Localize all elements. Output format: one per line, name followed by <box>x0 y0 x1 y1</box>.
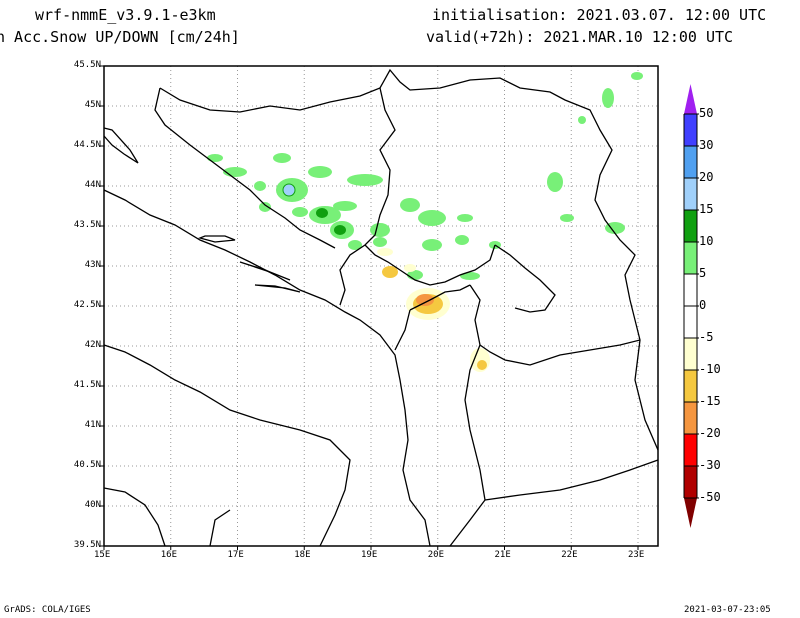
colorbar-segment <box>684 178 697 210</box>
colorbar-segment <box>684 242 697 274</box>
lon-label: 15E <box>94 550 111 560</box>
footer-credit: GrADS: COLA/IGES <box>4 605 91 615</box>
colorbar-label: 50 <box>699 106 714 120</box>
lat-label: 39.5N <box>73 540 101 550</box>
gridlines <box>104 66 658 546</box>
lat-label: 43.5N <box>73 220 101 230</box>
init-time: initialisation: 2021.03.07. 12:00 UTC <box>432 6 767 24</box>
footer-timestamp: 2021-03-07-23:05 <box>684 605 771 615</box>
colorbar-segment <box>684 370 697 402</box>
colorbar-label: 0 <box>699 298 707 312</box>
lat-label: 43N <box>84 260 101 270</box>
colorbar-label: 20 <box>699 170 714 184</box>
lon-label: 16E <box>160 550 178 560</box>
lat-label: 41N <box>84 420 101 430</box>
colorbar-label: 5 <box>699 266 707 280</box>
lat-label: 44N <box>84 180 101 190</box>
lat-label: 42N <box>84 340 101 350</box>
lat-label: 45.5N <box>73 60 101 70</box>
colorbar-label: -30 <box>699 458 721 472</box>
lon-label: 22E <box>561 550 578 560</box>
lon-label: 20E <box>427 550 445 560</box>
snow-field <box>207 72 643 372</box>
colorbar-top-triangle <box>684 84 697 114</box>
colorbar <box>683 84 699 528</box>
colorbar-segment <box>684 114 697 146</box>
colorbar-segment <box>684 210 697 242</box>
lon-label: 19E <box>361 550 378 560</box>
lat-label: 44.5N <box>73 140 101 150</box>
colorbar-label: -5 <box>699 330 714 344</box>
lon-label: 21E <box>494 550 511 560</box>
lon-label: 23E <box>628 550 645 560</box>
coastlines-borders <box>103 68 659 547</box>
lat-label: 41.5N <box>73 380 101 390</box>
colorbar-segment <box>684 402 697 434</box>
field-title: n Acc.Snow UP/DOWN [cm/24h] <box>0 28 240 46</box>
colorbar-segment <box>684 338 697 370</box>
colorbar-segment <box>684 306 697 338</box>
lat-label: 42.5N <box>73 300 101 310</box>
lon-label: 18E <box>294 550 311 560</box>
colorbar-bottom-triangle <box>684 498 697 528</box>
colorbar-label: 30 <box>699 138 714 152</box>
colorbar-label: 15 <box>699 202 714 216</box>
lat-label: 40.5N <box>73 460 101 470</box>
colorbar-label: -10 <box>699 362 721 376</box>
lon-label: 17E <box>227 550 244 560</box>
colorbar-segment <box>684 274 697 306</box>
colorbar-label: -20 <box>699 426 721 440</box>
colorbar-segment <box>684 146 697 178</box>
colorbar-label: -15 <box>699 394 721 408</box>
model-title: wrf-nmmE_v3.9.1-e3km <box>35 6 216 24</box>
lat-label: 45N <box>84 100 101 110</box>
colorbar-label: -50 <box>699 490 721 504</box>
lat-label: 40N <box>84 500 101 510</box>
valid-time: valid(+72h): 2021.MAR.10 12:00 UTC <box>426 28 734 46</box>
colorbar-segment <box>684 434 697 466</box>
colorbar-segment <box>684 466 697 498</box>
colorbar-label: 10 <box>699 234 714 248</box>
